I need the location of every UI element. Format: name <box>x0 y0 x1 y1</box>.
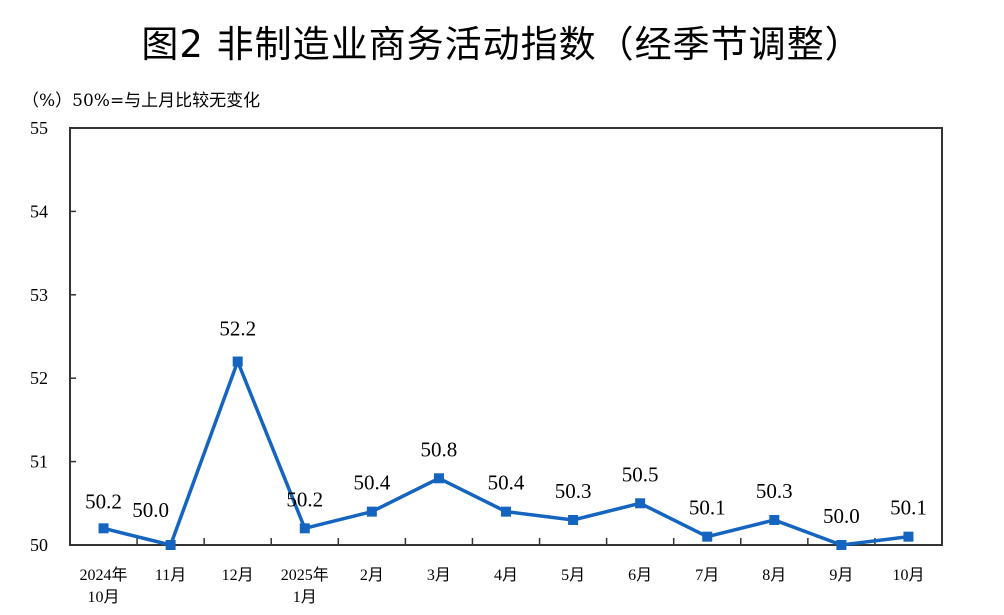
data-point-marker <box>165 540 176 550</box>
data-point-marker <box>568 514 579 525</box>
x-tick-label: 11月 <box>155 567 186 584</box>
data-point-marker <box>98 523 109 534</box>
x-tick-label: 10月 <box>892 567 924 584</box>
data-label: 50.1 <box>890 496 927 520</box>
data-label: 50.2 <box>85 489 122 513</box>
data-point-marker <box>501 506 511 517</box>
x-tick-label: 12月 <box>222 567 254 584</box>
x-tick-label: 8月 <box>762 567 786 584</box>
x-tick-label: 7月 <box>695 567 719 584</box>
data-point-marker <box>769 514 780 525</box>
data-label: 50.3 <box>756 479 793 503</box>
data-label: 50.4 <box>488 471 525 495</box>
data-label: 50.0 <box>132 498 169 522</box>
series-line <box>103 356 909 548</box>
data-point-marker <box>702 531 713 542</box>
x-tick-label: 6月 <box>628 567 652 584</box>
y-tick-label: 55 <box>30 118 48 138</box>
data-label: 50.5 <box>622 462 659 486</box>
data-point-marker <box>903 531 914 542</box>
x-tick-label: 1月 <box>293 589 317 606</box>
data-point-marker <box>635 498 646 509</box>
data-label: 50.1 <box>689 496 726 520</box>
data-label: 50.2 <box>286 487 323 511</box>
data-label: 52.2 <box>219 317 256 341</box>
data-point-marker <box>299 523 310 534</box>
x-tick-label: 9月 <box>829 567 853 584</box>
x-tick-label: 4月 <box>494 567 518 584</box>
y-tick-label: 52 <box>30 368 48 388</box>
data-point-marker <box>366 506 377 517</box>
data-point-marker <box>836 540 847 550</box>
x-tick-label: 2月 <box>360 567 384 584</box>
x-tick-label: 2025年 <box>281 566 329 584</box>
y-tick-label: 50 <box>30 535 48 555</box>
x-tick-label: 2024年 <box>80 566 128 584</box>
x-tick-label: 5月 <box>561 567 585 584</box>
y-tick-label: 54 <box>30 201 48 221</box>
x-tick-label: 3月 <box>427 567 451 584</box>
plot-frame <box>69 127 943 546</box>
y-unit-note: （%）50%=与上月比较无变化 <box>22 91 261 111</box>
data-label: 50.4 <box>353 471 390 495</box>
y-tick-label: 53 <box>30 285 48 305</box>
data-label: 50.3 <box>555 479 592 503</box>
y-tick-label: 51 <box>30 452 48 472</box>
data-label: 50.8 <box>421 437 458 461</box>
data-point-marker <box>433 473 444 484</box>
data-point-marker <box>232 356 243 367</box>
x-tick-label: 10月 <box>88 589 120 606</box>
chart-title: 图2 非制造业商务活动指数（经季节调整） <box>141 23 863 66</box>
data-label: 50.0 <box>823 504 860 528</box>
